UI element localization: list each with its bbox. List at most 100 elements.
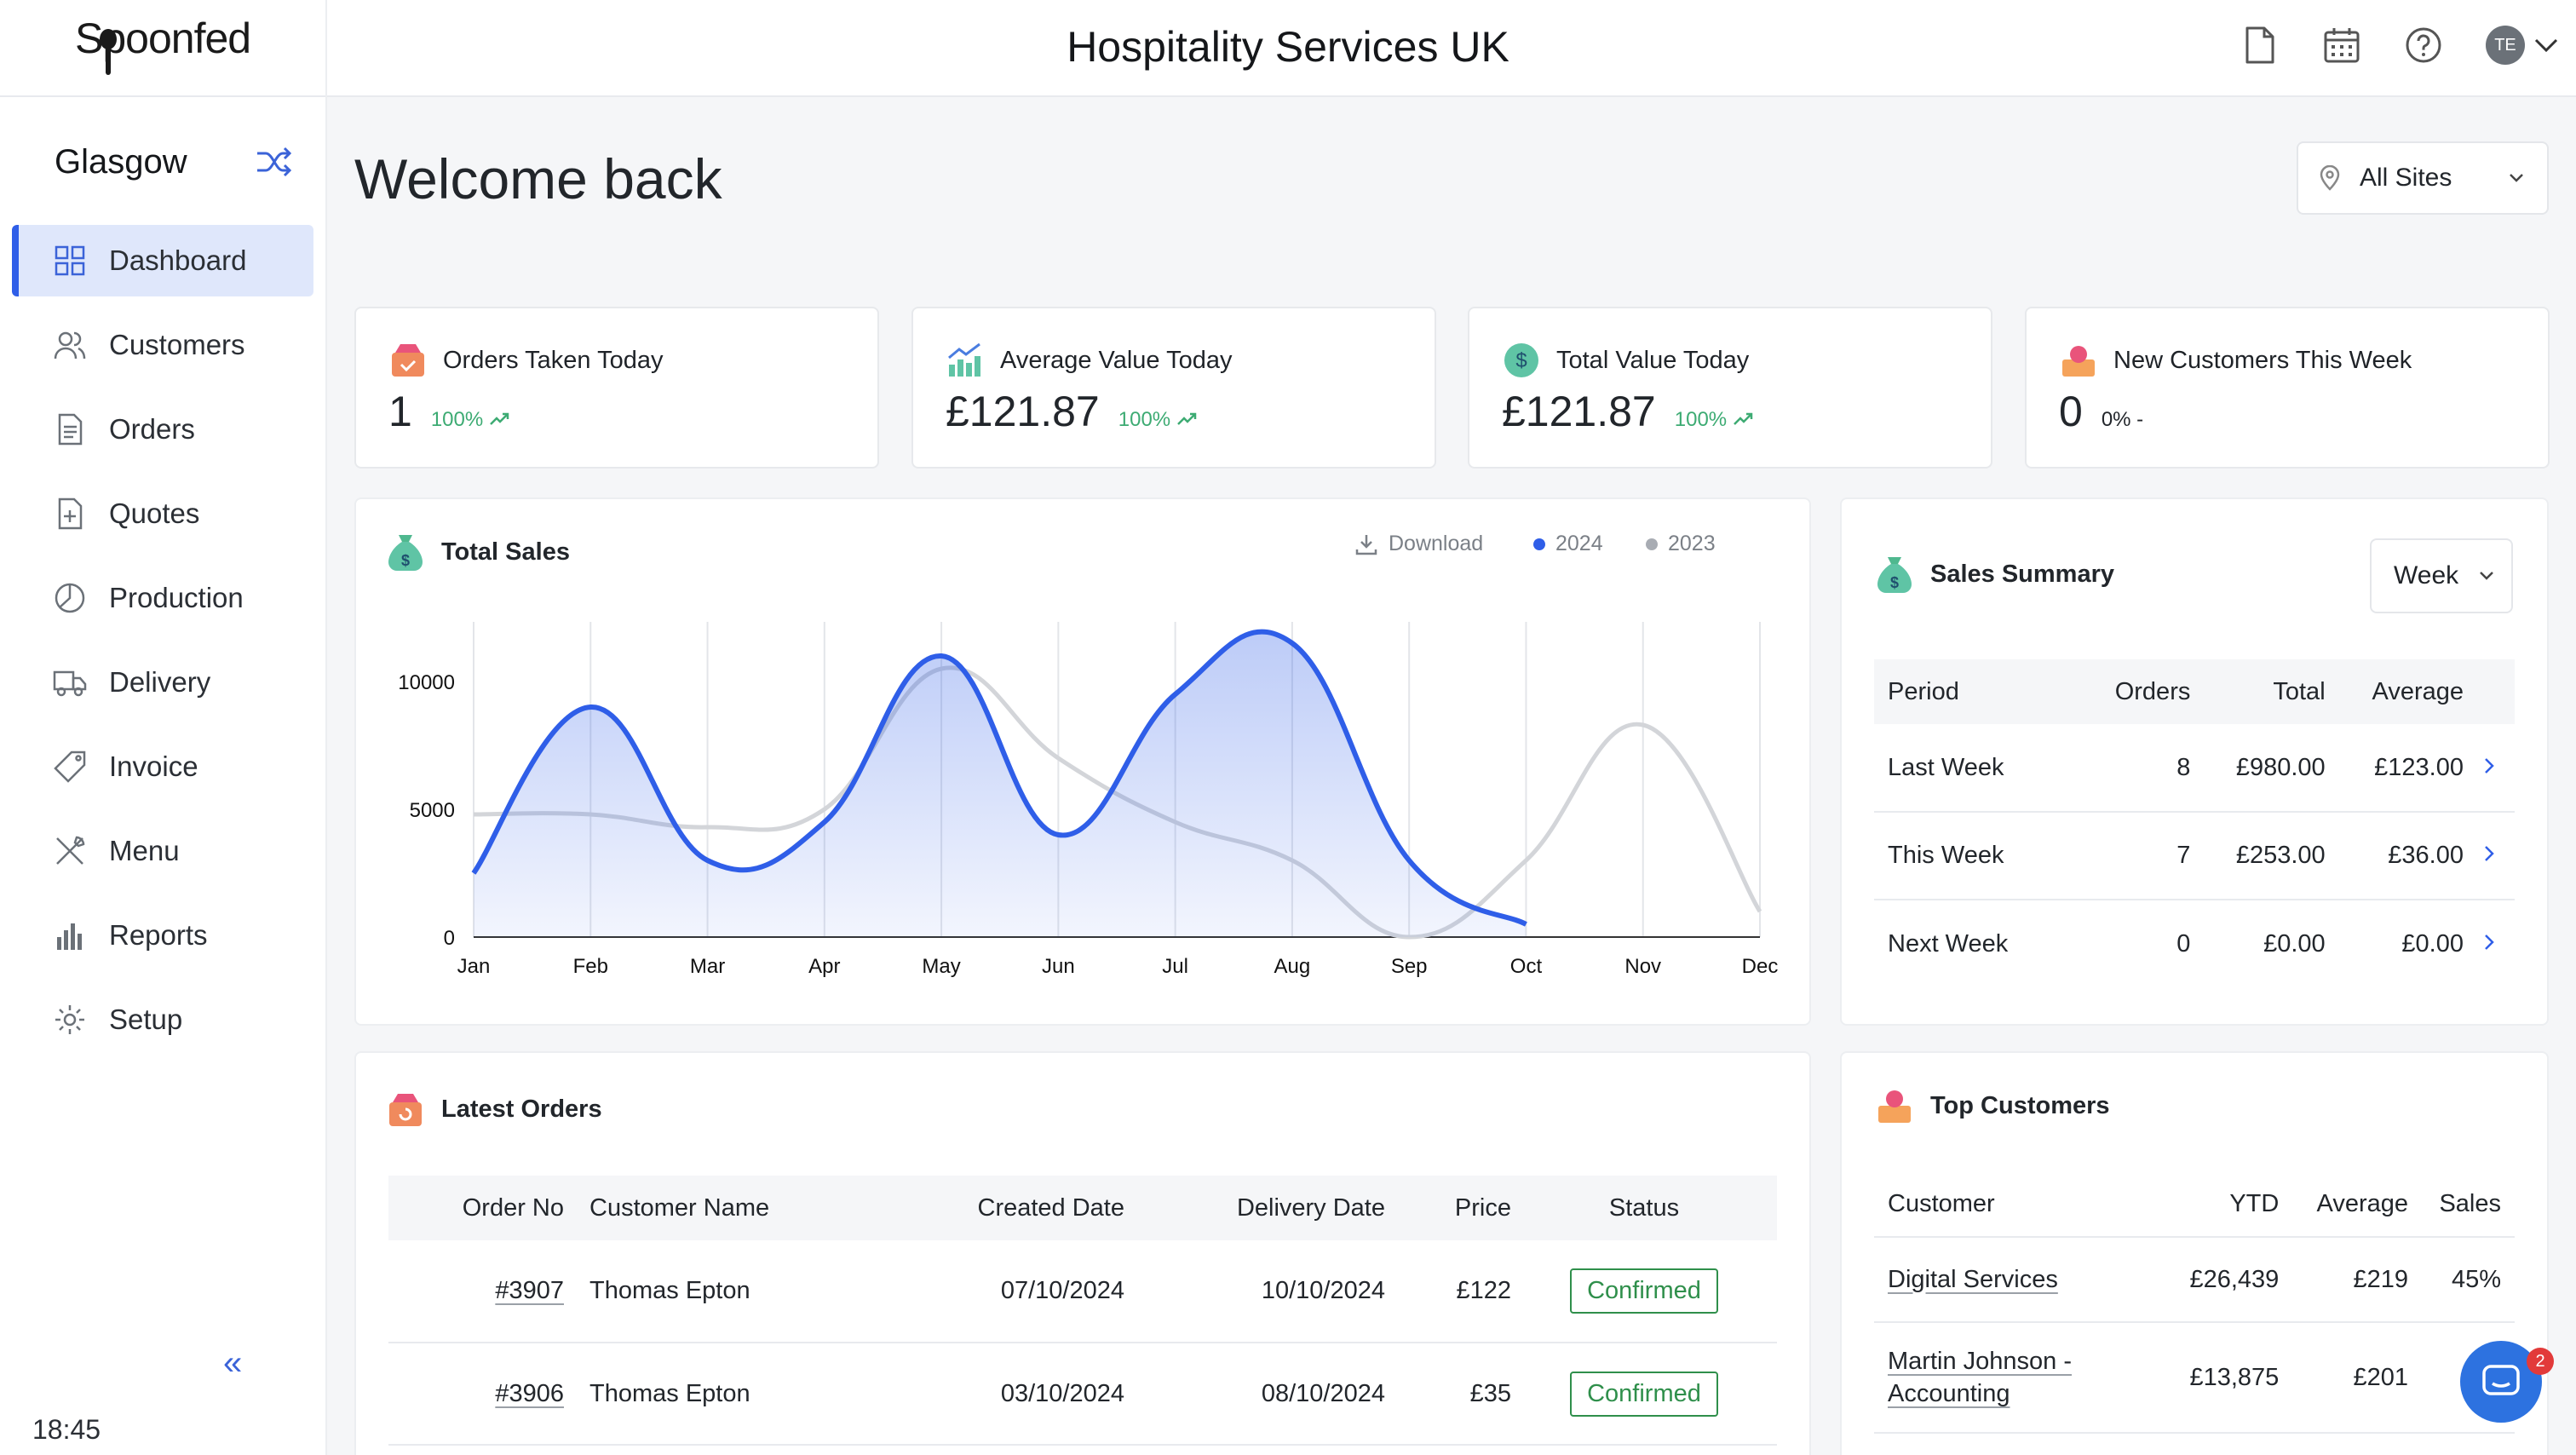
cell-total: £253.00 [2235,842,2326,869]
table-row[interactable]: Digital Services £26,439 £219 45% [1874,1237,2515,1322]
cell-delivery: 08/10/2024 [1261,1379,1385,1407]
stat-value: 0 [2059,388,2083,435]
switch-site-icon[interactable] [256,145,293,179]
table-header-row: Order No Customer Name Created Date Deli… [388,1176,1777,1240]
document-icon [58,413,83,446]
column-header: Average [2372,677,2464,705]
avatar: TE [2486,26,2525,65]
sidebar-item-label: Customers [109,329,245,360]
x-tick-label: Mar [690,955,725,978]
chevron-down-icon [2510,174,2523,182]
document-icon[interactable] [2240,26,2280,65]
table-row[interactable]: #3907 Thomas Epton 07/10/2024 10/10/2024… [388,1240,1777,1343]
site-filter-value: All Sites [2360,164,2452,192]
money-bag-icon: $ [1877,557,1912,593]
sidebar-item-setup[interactable]: Setup [12,984,313,1055]
sidebar-item-customers[interactable]: Customers [12,309,313,381]
sidebar-item-label: Reports [109,919,208,951]
cutlery-icon [56,836,85,865]
cell-average: £123.00 [2374,753,2464,781]
column-header: Customer Name [589,1193,770,1222]
collapse-sidebar-button[interactable]: « [223,1344,243,1382]
period-select[interactable]: Week [2370,538,2513,613]
cell-orders: 7 [2176,842,2191,869]
sidebar-nav: Dashboard Customers Orders Quotes Produc… [12,225,313,1068]
calendar-icon[interactable] [2322,26,2361,65]
table-row[interactable]: Last Week 8 £980.00 £123.00 [1874,724,2515,812]
table-row[interactable]: #3906 Thomas Epton 03/10/2024 08/10/2024… [388,1343,1777,1445]
sidebar-item-menu[interactable]: Menu [12,815,313,887]
table-row[interactable]: Next Week 0 £0.00 £0.00 [1874,900,2515,987]
column-header: Average [2316,1190,2409,1217]
stat-card-average-value: Average Value Today £121.87 100% [911,307,1436,469]
sidebar-item-label: Dashboard [109,244,247,276]
sidebar-item-quotes[interactable]: Quotes [12,478,313,549]
stat-label: New Customers This Week [2113,346,2412,374]
cell-average: £219 [2353,1265,2409,1293]
sidebar-item-reports[interactable]: Reports [12,900,313,971]
chevron-right-icon[interactable] [2483,844,2495,863]
trend-up-icon [489,412,509,425]
x-tick-label: Jun [1042,955,1075,978]
document-plus-icon [58,497,83,530]
cell-total: £980.00 [2235,753,2326,781]
legend-item-2023[interactable]: 2023 [1646,532,1716,556]
shopping-basket-icon [389,1094,422,1126]
column-header: Status [1608,1193,1680,1222]
users-icon [54,331,86,359]
column-header: Order No [462,1193,564,1222]
cell-sales: 45% [2451,1265,2501,1293]
order-link[interactable]: #3906 [495,1379,564,1407]
status-badge: Confirmed [1570,1268,1718,1314]
stat-label: Orders Taken Today [443,346,664,374]
total-sales-chart: 0 5000 10000 Jan Feb Mar Apr May Jun Jul Aug Sep Oct… [398,622,1778,978]
money-bag-icon: $ [388,535,423,571]
column-header: Delivery Date [1236,1193,1385,1222]
sales-summary-table: Period Orders Total Average Last Week 8 … [1874,659,2515,987]
customer-link[interactable]: Martin Johnson - Accounting [1888,1348,2072,1407]
sidebar-item-dashboard[interactable]: Dashboard [12,225,313,296]
table-header-row: Period Orders Total Average [1874,659,2515,724]
series-line-2024 [471,629,1527,927]
download-button[interactable]: Download [1354,532,1483,556]
cell-customer: Thomas Epton [589,1379,750,1407]
cell-delivery: 10/10/2024 [1261,1277,1385,1304]
cell-created: 07/10/2024 [1000,1277,1124,1304]
cell-ytd: £26,439 [2189,1265,2280,1293]
x-tick-label: Nov [1624,955,1661,978]
cell-total: £0.00 [2263,929,2326,958]
stat-card-total-value: $ Total Value Today £121.87 100% [1468,307,1992,469]
column-header: Customer [1888,1190,1995,1217]
cell-average: £201 [2353,1363,2409,1391]
legend-item-2024[interactable]: 2024 [1533,532,1603,556]
sidebar-item-delivery[interactable]: Delivery [12,647,313,718]
chevron-right-icon[interactable] [2483,933,2495,952]
dollar-coin-icon: $ [1504,343,1538,377]
sidebar-item-invoice[interactable]: Invoice [12,731,313,802]
gear-icon [55,1005,84,1034]
cell-average: £0.00 [2401,929,2464,958]
latest-orders-card [354,1051,1811,1455]
svg-text:$: $ [401,552,410,569]
help-icon[interactable] [2404,26,2443,65]
sidebar-item-label: Quotes [109,497,200,529]
order-link[interactable]: #3907 [495,1277,564,1304]
table-row[interactable]: This Week 7 £253.00 £36.00 [1874,812,2515,900]
tag-icon [54,751,86,783]
column-header: Sales [2439,1190,2501,1217]
series-area-2024 [474,631,1527,937]
stat-card-new-customers: New Customers This Week 0 0% - [2025,307,2550,469]
sidebar-item-production[interactable]: Production [12,562,313,634]
table-row[interactable]: Martin Johnson - Accounting £13,875 £201 … [1874,1322,2515,1433]
sidebar-item-label: Production [109,582,244,613]
status-badge: Confirmed [1570,1371,1718,1417]
sidebar-item-label: Invoice [109,751,198,782]
stat-label: Total Value Today [1556,346,1750,374]
user-menu[interactable]: TE [2486,26,2559,65]
sidebar-item-orders[interactable]: Orders [12,394,313,465]
chart-growth-icon [948,342,980,377]
customer-icon [1878,1090,1911,1123]
chevron-right-icon[interactable] [2483,756,2495,775]
customer-link[interactable]: Digital Services [1888,1265,2058,1293]
site-filter-dropdown[interactable]: All Sites [2297,141,2549,215]
